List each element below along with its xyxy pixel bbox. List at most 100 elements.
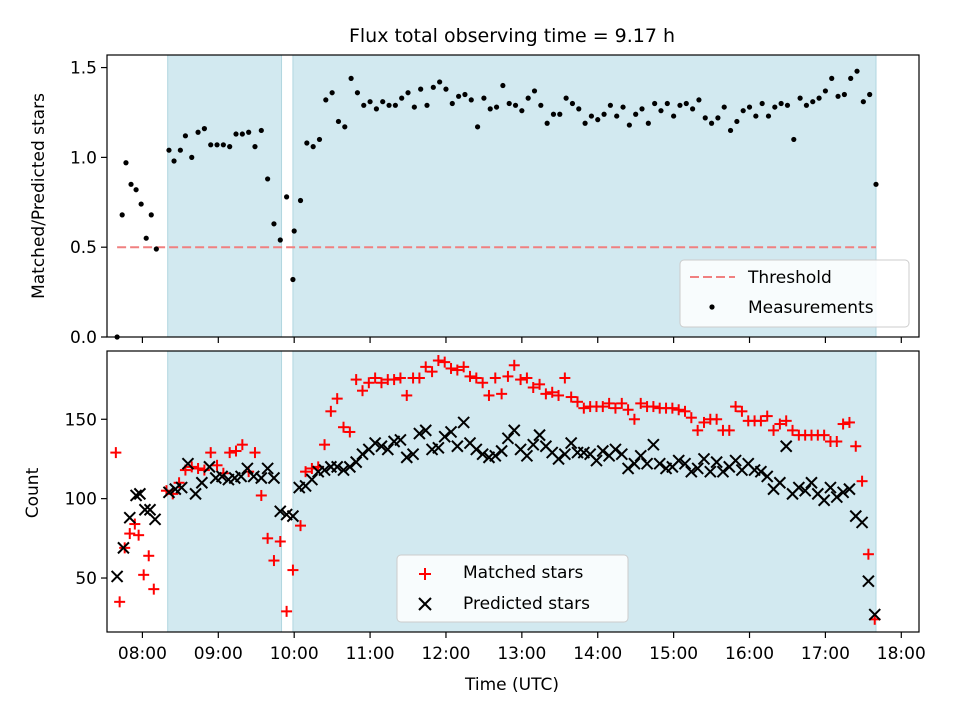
matched-star-point [850, 440, 862, 452]
measurement-point [265, 176, 271, 182]
predicted-star-point [805, 476, 818, 489]
matched-star-point [534, 378, 546, 390]
measurement-point [487, 106, 493, 112]
predicted-star-point [451, 440, 464, 453]
measurement-point [424, 102, 430, 108]
measurement-point [123, 160, 129, 166]
measurement-point [392, 102, 398, 108]
matched-star-point [597, 401, 609, 413]
matched-star-point [496, 388, 508, 400]
measurement-point [399, 95, 405, 101]
predicted-star-point [476, 447, 489, 461]
measurement-point [271, 221, 277, 227]
matched-star-point [477, 377, 489, 389]
legend-predicted-label: Predicted stars [463, 594, 590, 614]
matched-star-point [470, 372, 482, 384]
measurement-point [316, 136, 323, 143]
matched-star-point [736, 405, 748, 417]
y-tick-label: 1.0 [70, 148, 97, 168]
measurement-point [576, 106, 582, 112]
predicted-star-point [375, 440, 388, 453]
y-tick-label: 100 [65, 490, 97, 510]
matched-star-point [432, 355, 444, 367]
predicted-star-point [138, 503, 152, 516]
measurement-point [557, 111, 563, 117]
measurement-point [128, 181, 134, 187]
measurement-point [468, 97, 474, 103]
measurement-point [860, 99, 866, 105]
predicted-star-point [286, 509, 300, 523]
matched-star-point [546, 386, 558, 398]
predicted-star-point [400, 451, 413, 464]
predicted-star-point [261, 462, 274, 475]
measurement-point [544, 120, 550, 126]
matched-star-point [363, 377, 375, 389]
top-legend-box [679, 259, 910, 328]
matched-star-point [138, 569, 150, 581]
matched-star-point [133, 529, 145, 541]
matched-star-point [843, 416, 855, 428]
matched-star-point [110, 447, 122, 459]
matched-star-point [622, 404, 634, 416]
measurement-point [430, 84, 436, 90]
predicted-star-point [824, 481, 837, 494]
measurement-point [252, 144, 258, 150]
observing-window-1 [167, 55, 282, 337]
predicted-star-point [255, 471, 268, 485]
predicted-star-point [368, 436, 382, 450]
matched-star-point [609, 402, 621, 414]
x-tick-label: 16:00 [725, 644, 774, 664]
matched-star-point [325, 405, 337, 417]
measurement-point [284, 194, 290, 200]
matched-stars-series [110, 355, 881, 625]
predicted-star-point [110, 570, 124, 583]
matched-star-point [559, 372, 571, 384]
measurement-point [645, 120, 651, 126]
matched-star-point [148, 583, 160, 595]
predicted-star-point [381, 443, 394, 456]
measurement-point [778, 100, 784, 107]
predicted-star-point [773, 476, 787, 489]
matched-star-point [451, 364, 463, 376]
measurement-point [367, 99, 373, 105]
matched-star-point [338, 421, 350, 433]
predicted-star-point [241, 462, 254, 475]
predicted-star-point [501, 432, 515, 445]
predicted-star-point [129, 489, 143, 502]
matched-star-point [300, 466, 312, 478]
measurement-point [550, 111, 557, 117]
bottom-plot-frame [106, 350, 920, 633]
measurement-point [373, 106, 380, 112]
legend-threshold-label: Threshold [747, 268, 832, 288]
predicted-star-point [552, 452, 565, 466]
bottom-x-axis: 08:00 09:00 10:00 11:00 12:00 13:00 14:00 15:00… [118, 632, 926, 664]
matched-star-point [723, 424, 735, 436]
measurement-point [873, 181, 879, 187]
matched-star-point [862, 548, 874, 560]
x-tick-label: 09:00 [194, 644, 243, 664]
legend-measurements-swatch [709, 304, 715, 310]
measurement-point [227, 144, 233, 150]
measurement-point [740, 108, 746, 114]
y-tick-label: 1.5 [70, 59, 97, 79]
matched-star-point [114, 596, 126, 608]
top-y-axis: 0.0 0.5 1.0 1.5 [70, 59, 107, 348]
predicted-star-point [457, 416, 470, 429]
measurement-point [708, 120, 715, 126]
measurement-point [601, 111, 607, 117]
predicted-star-point [343, 460, 357, 474]
matched-star-point [774, 418, 786, 430]
x-tick-label: 08:00 [118, 644, 167, 664]
matched-star-point [647, 401, 659, 413]
matched-star-point [572, 396, 584, 408]
matched-star-point [831, 435, 843, 447]
measurement-point [246, 129, 252, 135]
matched-star-point [603, 397, 615, 409]
measurement-point [854, 68, 860, 74]
legend-matched-label: Matched stars [463, 563, 583, 583]
matched-star-point [787, 424, 799, 436]
measurement-point [153, 246, 159, 252]
matched-star-point [287, 564, 299, 576]
matched-star-point [388, 374, 400, 386]
measurement-point [304, 140, 310, 146]
